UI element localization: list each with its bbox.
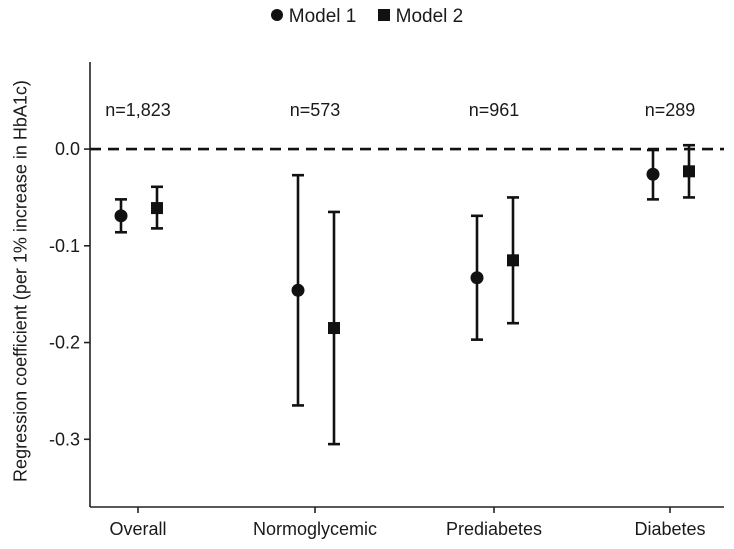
sample-size-label: n=573 (290, 100, 341, 120)
square-marker-icon (377, 9, 390, 21)
data-point-model-1 (470, 271, 484, 285)
sample-size-label: n=961 (469, 100, 520, 120)
data-point-model-1 (291, 283, 305, 297)
y-tick-label: -0.2 (49, 333, 80, 353)
y-tick-label: -0.3 (49, 429, 80, 449)
y-tick-label: 0.0 (55, 139, 80, 159)
y-tick-label: -0.1 (49, 236, 80, 256)
legend-label-model-2: Model 2 (395, 6, 464, 27)
legend: Model 1 Model 2 (0, 6, 734, 28)
circle-marker-icon (270, 9, 283, 21)
legend-label-model-1: Model 1 (288, 6, 357, 27)
sample-size-label: n=1,823 (105, 100, 171, 120)
data-point-model-1 (646, 167, 660, 181)
data-point-model-2 (507, 254, 519, 267)
sample-size-label: n=289 (645, 100, 696, 120)
data-point-model-1 (114, 209, 128, 223)
data-point-model-2 (328, 322, 340, 335)
data-point-model-2 (151, 202, 163, 215)
legend-item-model-2: Model 2 (377, 6, 464, 28)
x-tick-label: Diabetes (634, 519, 705, 539)
data-point-model-2 (683, 165, 695, 178)
legend-item-model-1: Model 1 (270, 6, 357, 28)
x-tick-label: Prediabetes (446, 519, 542, 539)
x-tick-label: Overall (109, 519, 166, 539)
x-tick-label: Normoglycemic (253, 519, 377, 539)
